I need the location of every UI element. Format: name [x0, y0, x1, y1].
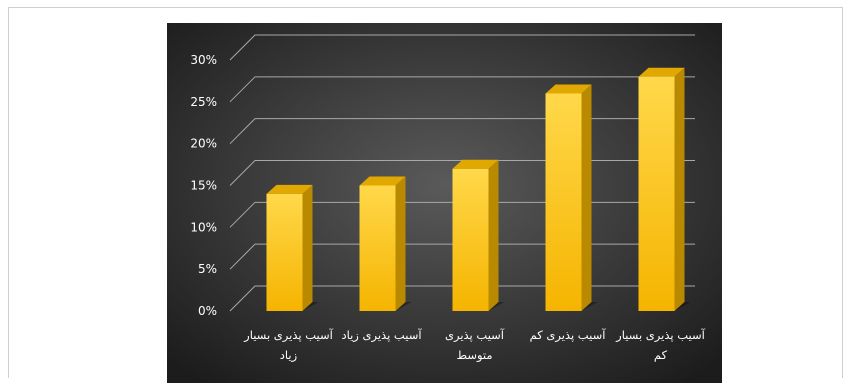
chart-frame: 0% 5% 10% 15% 20% 25% 30% آسیب پذیری بسیار زیاد… [8, 7, 843, 383]
bar-front [359, 185, 396, 311]
bar [452, 159, 505, 311]
chart-background [167, 23, 722, 383]
y-tick-label: 5% [198, 262, 217, 276]
bar-front [638, 76, 675, 311]
y-tick-label: 20% [190, 137, 217, 151]
x-tick-label: کم [654, 348, 668, 362]
y-tick-label: 30% [190, 53, 217, 67]
bar-front [545, 93, 582, 311]
gridline [229, 76, 695, 103]
x-tick-label: آسیب پذیری زیاد [341, 328, 422, 343]
y-tick-label: 10% [190, 220, 217, 234]
chart-area: 0% 5% 10% 15% 20% 25% 30% آسیب پذیری بسیار زیاد… [167, 23, 722, 383]
bar-side [488, 159, 499, 311]
x-tick-label: متوسط [456, 348, 492, 363]
x-tick-label: زیاد [280, 348, 297, 363]
bar-top [266, 184, 313, 194]
bar-side [302, 184, 313, 311]
gridlines [229, 34, 695, 312]
bar [545, 84, 598, 311]
bar-side [581, 84, 592, 311]
gridline [229, 34, 695, 61]
bar-top [452, 159, 499, 169]
bar-side [395, 176, 406, 311]
bar-top [359, 176, 406, 186]
x-tick-label: آسیب پذیری [445, 328, 505, 343]
bar-top [638, 67, 685, 77]
bar-side [674, 67, 685, 311]
bars [266, 67, 691, 311]
bar [638, 67, 691, 311]
y-tick-label: 15% [190, 179, 217, 193]
x-tick-label: آسیب پذیری کم [530, 328, 607, 343]
bar-front [452, 168, 489, 311]
bar-top [545, 84, 592, 94]
bar-front [266, 193, 303, 311]
bar [266, 184, 319, 311]
x-tick-label: آسیب پذیری بسیار [243, 328, 333, 343]
y-tick-label: 0% [198, 304, 217, 318]
x-tick-label: آسیب پذیری بسیار [615, 328, 705, 343]
y-axis-ticks: 0% 5% 10% 15% 20% 25% 30% [190, 53, 217, 318]
y-tick-label: 25% [190, 95, 217, 109]
bar-chart: 0% 5% 10% 15% 20% 25% 30% آسیب پذیری بسیار زیاد… [167, 23, 722, 383]
x-axis-labels: آسیب پذیری بسیار زیاد آسیب پذیری زیاد آسیب … [243, 328, 705, 363]
bar [359, 176, 412, 311]
